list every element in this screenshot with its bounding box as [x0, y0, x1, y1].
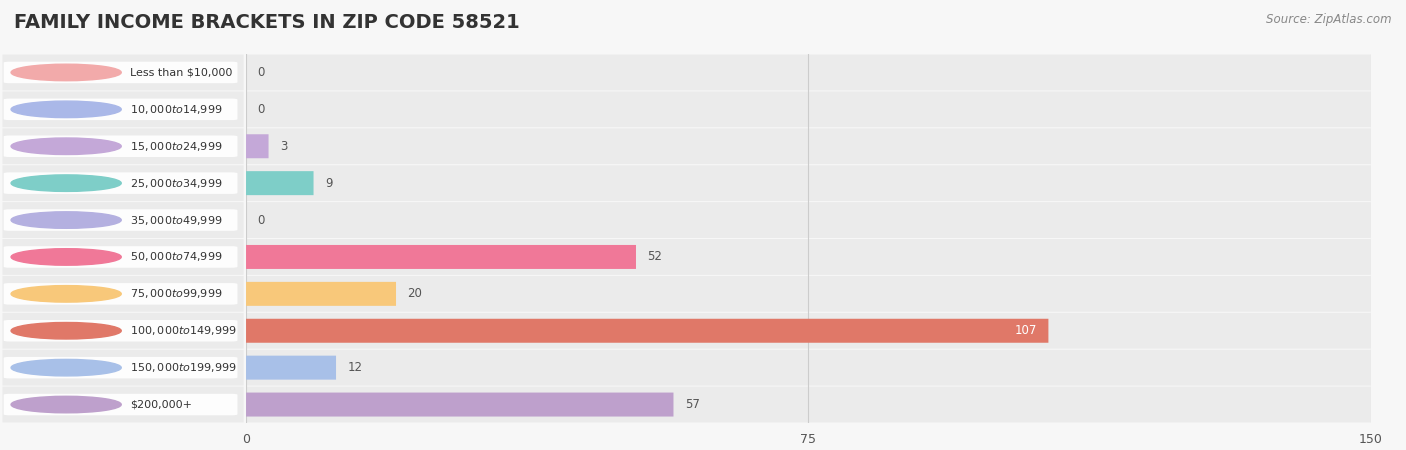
FancyBboxPatch shape [246, 245, 636, 269]
Text: 0: 0 [257, 214, 264, 226]
FancyBboxPatch shape [4, 209, 238, 231]
FancyBboxPatch shape [3, 54, 243, 90]
Text: $15,000 to $24,999: $15,000 to $24,999 [129, 140, 222, 153]
Text: $50,000 to $74,999: $50,000 to $74,999 [129, 251, 222, 263]
FancyBboxPatch shape [246, 128, 1371, 164]
Text: $100,000 to $149,999: $100,000 to $149,999 [129, 324, 236, 337]
FancyBboxPatch shape [3, 387, 243, 423]
FancyBboxPatch shape [3, 313, 243, 349]
Circle shape [11, 396, 121, 413]
Circle shape [11, 360, 121, 376]
Text: $35,000 to $49,999: $35,000 to $49,999 [129, 214, 222, 226]
Text: FAMILY INCOME BRACKETS IN ZIP CODE 58521: FAMILY INCOME BRACKETS IN ZIP CODE 58521 [14, 14, 520, 32]
Text: 3: 3 [280, 140, 287, 153]
Text: 52: 52 [647, 251, 662, 263]
FancyBboxPatch shape [246, 392, 673, 417]
Text: 57: 57 [685, 398, 700, 411]
Circle shape [11, 101, 121, 117]
Text: $10,000 to $14,999: $10,000 to $14,999 [129, 103, 222, 116]
FancyBboxPatch shape [4, 246, 238, 268]
FancyBboxPatch shape [246, 171, 314, 195]
FancyBboxPatch shape [4, 62, 238, 83]
Circle shape [11, 249, 121, 265]
FancyBboxPatch shape [246, 91, 1371, 127]
FancyBboxPatch shape [246, 54, 1371, 90]
FancyBboxPatch shape [246, 387, 1371, 423]
Text: 9: 9 [325, 177, 332, 189]
FancyBboxPatch shape [246, 276, 1371, 312]
FancyBboxPatch shape [3, 276, 243, 312]
FancyBboxPatch shape [4, 357, 238, 378]
FancyBboxPatch shape [4, 320, 238, 342]
Text: $200,000+: $200,000+ [129, 400, 191, 410]
Circle shape [11, 323, 121, 339]
FancyBboxPatch shape [3, 128, 243, 164]
Text: $25,000 to $34,999: $25,000 to $34,999 [129, 177, 222, 189]
FancyBboxPatch shape [246, 319, 1049, 343]
FancyBboxPatch shape [246, 356, 336, 380]
FancyBboxPatch shape [3, 239, 243, 275]
Text: Source: ZipAtlas.com: Source: ZipAtlas.com [1267, 14, 1392, 27]
Text: 20: 20 [408, 288, 422, 300]
Circle shape [11, 286, 121, 302]
FancyBboxPatch shape [246, 313, 1371, 349]
FancyBboxPatch shape [246, 239, 1371, 275]
Text: $75,000 to $99,999: $75,000 to $99,999 [129, 288, 222, 300]
FancyBboxPatch shape [4, 283, 238, 305]
Text: 0: 0 [257, 103, 264, 116]
Text: Less than $10,000: Less than $10,000 [129, 68, 232, 77]
Circle shape [11, 64, 121, 81]
FancyBboxPatch shape [246, 165, 1371, 201]
FancyBboxPatch shape [246, 134, 269, 158]
FancyBboxPatch shape [4, 99, 238, 120]
Text: 0: 0 [257, 66, 264, 79]
Circle shape [11, 212, 121, 228]
Text: 107: 107 [1015, 324, 1038, 337]
FancyBboxPatch shape [246, 202, 1371, 238]
FancyBboxPatch shape [3, 91, 243, 127]
Text: 12: 12 [347, 361, 363, 374]
FancyBboxPatch shape [4, 172, 238, 194]
FancyBboxPatch shape [3, 350, 243, 386]
FancyBboxPatch shape [4, 394, 238, 415]
Circle shape [11, 175, 121, 191]
Circle shape [11, 138, 121, 154]
FancyBboxPatch shape [4, 135, 238, 157]
FancyBboxPatch shape [3, 165, 243, 201]
Text: $150,000 to $199,999: $150,000 to $199,999 [129, 361, 236, 374]
FancyBboxPatch shape [3, 202, 243, 238]
FancyBboxPatch shape [246, 282, 396, 306]
FancyBboxPatch shape [246, 350, 1371, 386]
